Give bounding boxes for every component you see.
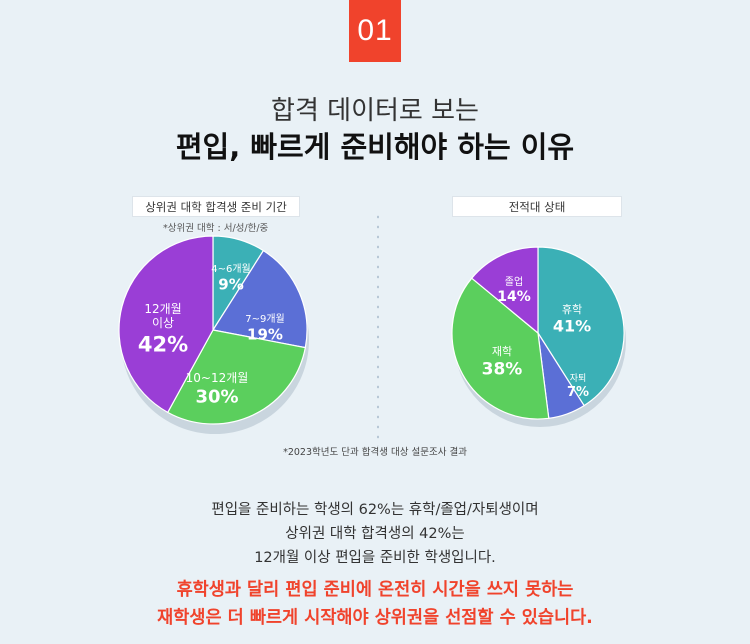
body-line-2: 상위권 대학 합격생의 42%는 (285, 526, 465, 542)
slice-category-label: 10~12개월 (186, 371, 249, 385)
slice-value-label: 41% (553, 316, 591, 335)
slice-value-label: 42% (138, 332, 188, 356)
slice-value-label: 19% (247, 325, 283, 343)
survey-note: *2023학년도 단과 합격생 대상 설문조사 결과 (283, 447, 467, 458)
title-line-2: 편입, 빠르게 준비해야 하는 이유 (175, 130, 575, 164)
slice-category-label: 12개월 (144, 302, 181, 316)
highlight-line-1: 휴학생과 달리 편입 준비에 온전히 시간을 쓰지 못하는 (176, 580, 574, 600)
slice-category-label: 재학 (492, 345, 512, 358)
left-chart-label: 상위권 대학 합격생 준비 기간 (132, 196, 300, 217)
slice-category-label: 휴학 (562, 303, 582, 316)
slice-category-label: 7~9개월 (245, 313, 285, 325)
left-chart-note: *상위권 대학 : 서/성/한/중 (163, 223, 269, 234)
slice-value-label: 30% (195, 387, 238, 408)
slice-value-label: 9% (218, 275, 243, 293)
slice-category-label: 졸업 (505, 275, 523, 288)
section-number-badge: 01 (349, 0, 401, 62)
pie-slice (470, 246, 539, 335)
body-text: 편입을 준비하는 학생의 62%는 휴학/졸업/자퇴생이며 상위권 대학 합격생… (0, 498, 750, 570)
pie-slice (166, 329, 307, 425)
pie-slice (212, 249, 308, 349)
highlight-text: 휴학생과 달리 편입 준비에 온전히 시간을 쓰지 못하는 재학생은 더 빠르게… (0, 576, 750, 632)
right-chart-label: 전적대 상태 (452, 196, 622, 217)
title-line-1: 합격 데이터로 보는 (271, 96, 479, 126)
slice-category-label: 이상 (152, 316, 174, 330)
dotted-divider (377, 212, 379, 446)
pie-slice (451, 277, 550, 420)
slice-category-label: 자퇴 (570, 373, 587, 384)
slice-category-label: 4~6개월 (211, 263, 251, 275)
body-line-3: 12개월 이상 편입을 준비한 학생입니다. (254, 550, 496, 566)
pie-slice (118, 235, 214, 414)
slice-value-label: 38% (482, 360, 523, 380)
highlight-line-2: 재학생은 더 빠르게 시작해야 상위권을 선점할 수 있습니다. (157, 608, 593, 628)
slice-value-label: 14% (497, 289, 531, 305)
slice-value-label: 7% (567, 385, 589, 400)
body-line-1: 편입을 준비하는 학생의 62%는 휴학/졸업/자퇴생이며 (211, 502, 539, 518)
